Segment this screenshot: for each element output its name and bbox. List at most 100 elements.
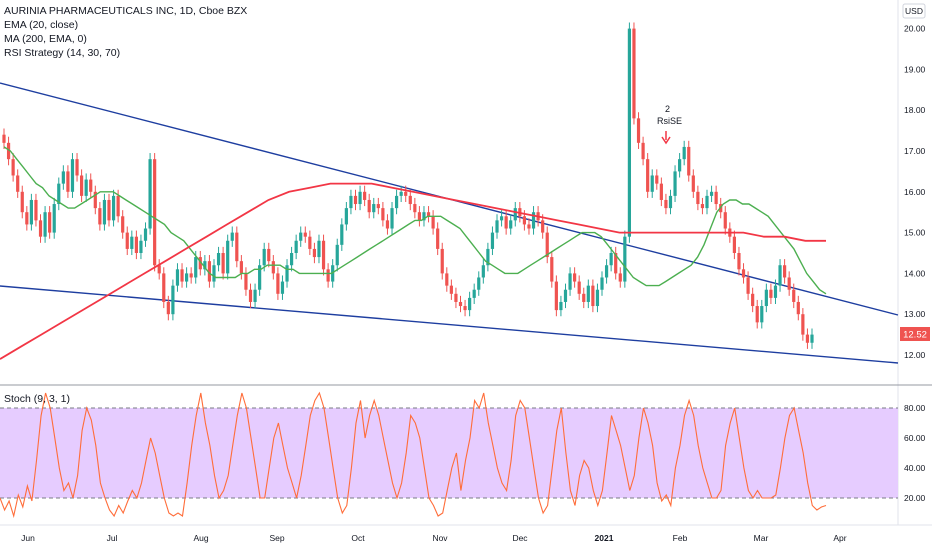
candle-body <box>70 159 75 192</box>
legend-rsi[interactable]: RSI Strategy (14, 30, 70) <box>4 47 121 59</box>
candle <box>627 22 632 243</box>
candle <box>559 295 563 317</box>
candle-body <box>303 232 307 237</box>
candle-body <box>102 199 107 225</box>
candle <box>107 193 111 227</box>
price-tick-label: 12.00 <box>904 350 926 360</box>
candle-body <box>627 28 632 237</box>
candle-body <box>773 285 778 298</box>
candle-body <box>335 244 339 266</box>
candle <box>545 226 549 264</box>
svg-text:USD: USD <box>905 6 923 16</box>
candle <box>486 242 490 272</box>
candle-body <box>153 159 157 266</box>
candle <box>618 267 622 288</box>
candle-body <box>25 212 29 225</box>
candle-body <box>691 175 695 192</box>
stoch-line <box>0 391 827 519</box>
candle-body <box>604 265 609 278</box>
candle <box>16 169 20 198</box>
candle-body <box>184 273 189 282</box>
candle <box>6 136 11 166</box>
candle <box>171 279 175 321</box>
signal-count: 2 <box>665 104 670 114</box>
candle-body <box>267 248 271 262</box>
candle-body <box>700 204 705 209</box>
candle-body <box>678 159 682 172</box>
candle <box>668 189 673 215</box>
candle <box>394 189 399 215</box>
candle-body <box>48 212 52 233</box>
candle <box>792 283 796 309</box>
candle-body <box>413 204 417 213</box>
candle <box>700 197 705 215</box>
candle <box>636 112 641 149</box>
candle-body <box>20 191 24 213</box>
candle <box>413 197 417 219</box>
candle-body <box>2 134 6 143</box>
legend-ema[interactable]: EMA (20, close) <box>4 19 79 31</box>
candle-body <box>522 216 527 225</box>
candle <box>340 218 344 251</box>
candle-body <box>737 253 741 270</box>
lower-trendline[interactable] <box>0 285 899 364</box>
candle <box>573 267 577 288</box>
candle-body <box>422 212 426 221</box>
candle-body <box>194 257 198 278</box>
stoch-legend[interactable]: Stoch (9, 3, 1) <box>4 393 70 405</box>
candle <box>609 246 613 272</box>
candle-body <box>595 289 600 307</box>
candle-body <box>472 289 476 298</box>
candle-body <box>559 301 563 311</box>
candle-body <box>175 269 180 286</box>
candle-body <box>276 273 280 294</box>
ma-line <box>0 182 826 360</box>
candle-body <box>162 273 166 302</box>
candle-body <box>554 281 558 311</box>
candle <box>509 214 513 235</box>
candle-body <box>312 248 317 258</box>
candle-body <box>468 297 472 311</box>
candle-body <box>408 195 412 205</box>
candle-body <box>504 216 508 229</box>
candle-body <box>673 171 677 196</box>
candle-body <box>271 261 275 274</box>
candle-body <box>139 240 143 253</box>
candle <box>783 259 787 284</box>
candle <box>595 283 600 313</box>
candle <box>426 206 431 223</box>
candle-body <box>481 265 485 278</box>
candle <box>641 136 645 166</box>
candle <box>57 177 61 211</box>
candle <box>344 202 348 231</box>
candle-body <box>385 220 390 229</box>
candle-body <box>810 334 814 343</box>
candle-body <box>509 220 513 229</box>
candle <box>614 246 618 280</box>
candle-body <box>541 220 545 233</box>
candle-body <box>317 240 321 258</box>
candle-body <box>121 216 125 233</box>
candle-body <box>513 208 517 221</box>
legend-ma[interactable]: MA (200, EMA, 0) <box>4 33 87 45</box>
candle-body <box>650 175 654 192</box>
candle <box>381 202 385 227</box>
candle-body <box>372 204 376 213</box>
candle-body <box>495 220 499 233</box>
candle <box>335 238 339 272</box>
candle-body <box>11 159 15 176</box>
candle <box>157 259 161 280</box>
candle <box>495 214 499 239</box>
candle <box>504 210 508 235</box>
currency-label[interactable]: USD <box>902 3 926 19</box>
candle-body <box>490 232 495 249</box>
candle-body <box>376 204 380 209</box>
chart-legend: AURINIA PHARMACEUTICALS INC, 1D, Cboe BZ… <box>4 4 247 60</box>
candle-body <box>764 289 768 307</box>
time-tick-label: 2021 <box>595 533 614 543</box>
candle <box>29 193 33 231</box>
candle <box>276 267 280 300</box>
candle-body <box>449 285 453 294</box>
legend-symbol[interactable]: AURINIA PHARMACEUTICALS INC, 1D, Cboe BZ… <box>4 5 248 17</box>
candle <box>2 128 6 149</box>
